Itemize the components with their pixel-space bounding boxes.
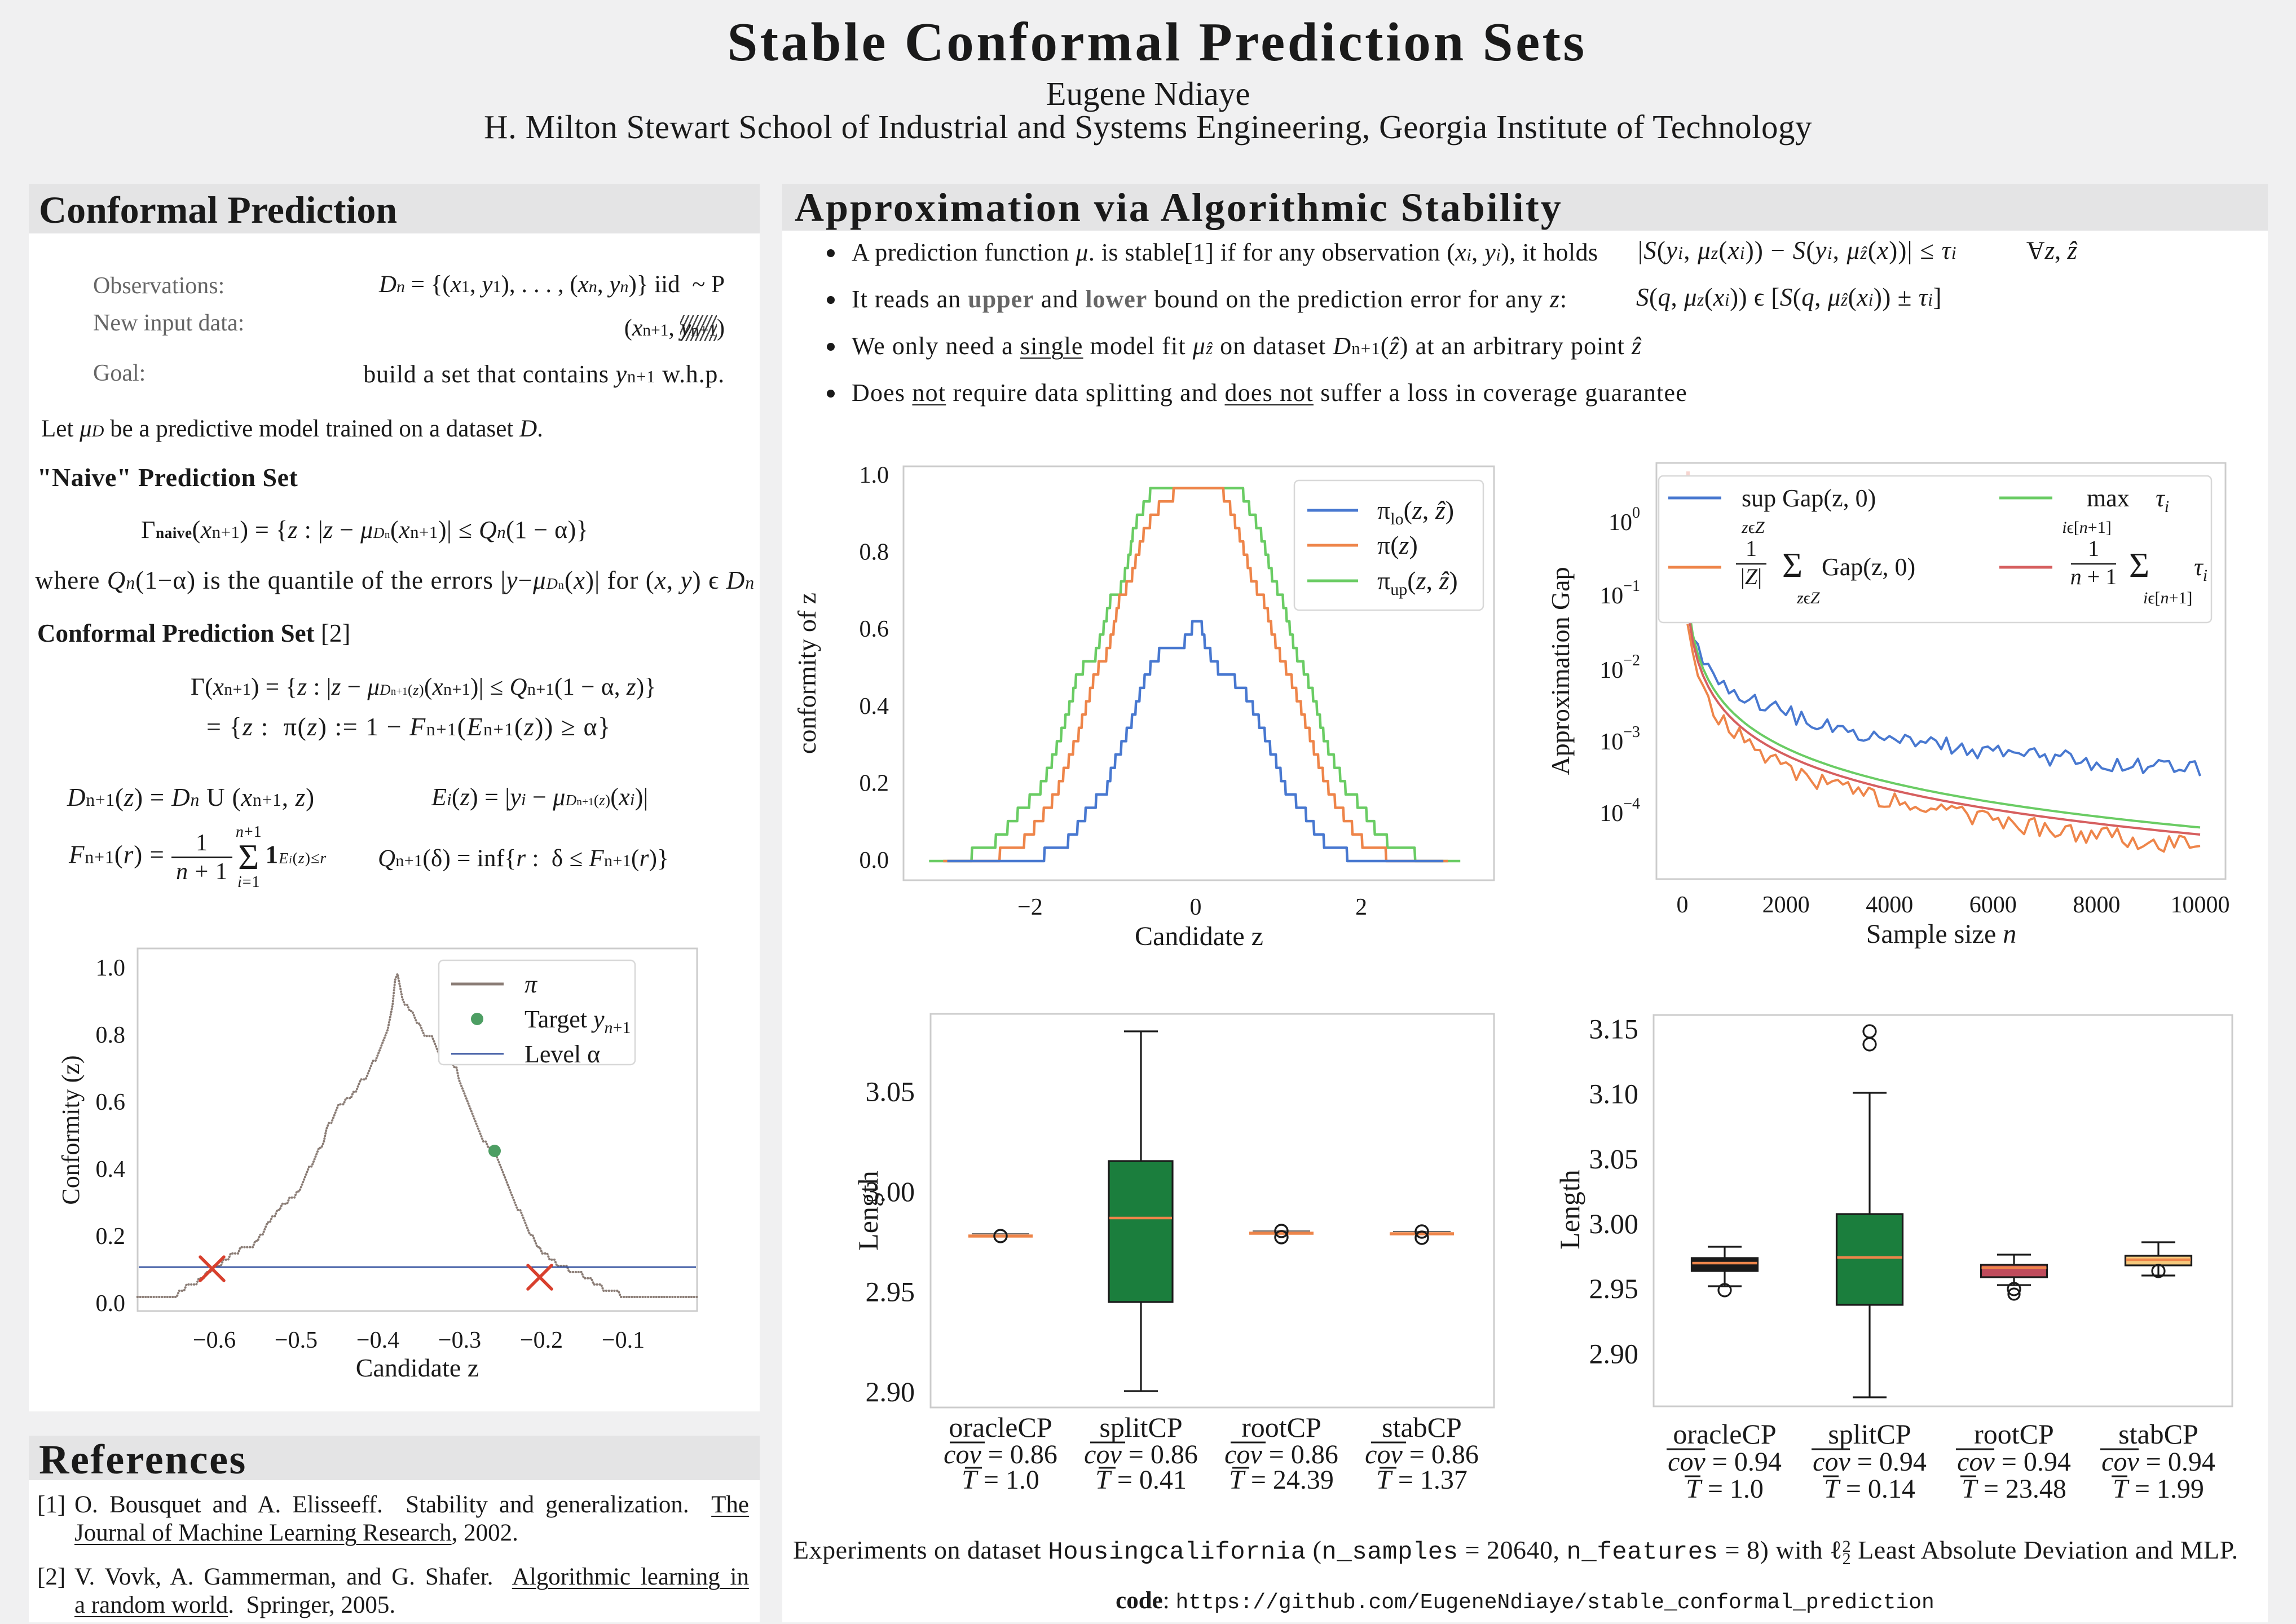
svg-text:conformity of z: conformity of z: [792, 593, 821, 754]
svg-text:1: 1: [1746, 536, 1757, 561]
svg-text:0.0: 0.0: [96, 1291, 126, 1317]
svg-text:4000: 4000: [1866, 892, 1913, 918]
svg-text:oracleCP: oracleCP: [1673, 1418, 1776, 1450]
svg-text:3.15: 3.15: [1589, 1013, 1639, 1044]
svg-text:2: 2: [1355, 894, 1367, 920]
svg-text:0.8: 0.8: [96, 1022, 126, 1048]
svg-text:0.6: 0.6: [96, 1089, 126, 1115]
svg-text:−0.1: −0.1: [602, 1327, 645, 1353]
svg-text:Conformity (z): Conformity (z): [57, 1055, 85, 1204]
svg-text:3.00: 3.00: [1589, 1208, 1639, 1239]
svg-text:zϵZ: zϵZ: [1741, 518, 1765, 537]
svg-text:100: 100: [1608, 504, 1640, 536]
svg-text:2.90: 2.90: [1589, 1338, 1639, 1369]
svg-text:−0.5: −0.5: [275, 1327, 318, 1353]
svg-text:0.8: 0.8: [860, 540, 889, 566]
svg-text:0.2: 0.2: [96, 1224, 126, 1250]
svg-text:0: 0: [1677, 892, 1689, 918]
svg-text:1.0: 1.0: [860, 462, 889, 488]
svg-text:Approximation Gap: Approximation Gap: [1546, 567, 1575, 775]
svg-text:2000: 2000: [1762, 892, 1810, 918]
svg-text:iϵ[n+1]: iϵ[n+1]: [2062, 518, 2111, 537]
svg-text:splitCP: splitCP: [1828, 1418, 1911, 1450]
svg-text:−0.4: −0.4: [356, 1327, 399, 1353]
svg-text:cov = 0.94: cov = 0.94: [2101, 1447, 2215, 1477]
svg-text:T = 0.14: T = 0.14: [1824, 1474, 1915, 1504]
svg-text:T = 1.0: T = 1.0: [962, 1465, 1039, 1495]
svg-text:0.4: 0.4: [860, 694, 889, 720]
svg-text:3.00: 3.00: [866, 1176, 915, 1207]
svg-text:T = 23.48: T = 23.48: [1962, 1474, 2066, 1504]
svg-text:cov = 0.94: cov = 0.94: [1668, 1447, 1782, 1477]
svg-text:1: 1: [2088, 536, 2099, 561]
svg-text:iϵ[n+1]: iϵ[n+1]: [2143, 589, 2192, 607]
svg-text:T = 24.39: T = 24.39: [1229, 1465, 1334, 1495]
svg-text:cov = 0.86: cov = 0.86: [944, 1440, 1057, 1469]
svg-text:|Z|: |Z|: [1740, 564, 1762, 589]
svg-text:Length: Length: [1554, 1170, 1585, 1250]
svg-text:Length: Length: [852, 1171, 884, 1251]
svg-text:cov = 0.94: cov = 0.94: [1813, 1447, 1927, 1477]
svg-text:Candidate z: Candidate z: [1135, 921, 1263, 951]
svg-text:Level α: Level α: [525, 1040, 600, 1068]
svg-text:0.4: 0.4: [96, 1157, 126, 1182]
svg-text:stabCP: stabCP: [2118, 1418, 2198, 1450]
svg-text:0.0: 0.0: [860, 848, 889, 873]
svg-text:10000: 10000: [2171, 892, 2230, 918]
svg-text:cov = 0.86: cov = 0.86: [1224, 1440, 1338, 1469]
svg-text:cov = 0.94: cov = 0.94: [1957, 1447, 2071, 1477]
svg-text:Σ: Σ: [2129, 546, 2149, 585]
svg-text:0.6: 0.6: [860, 616, 889, 642]
svg-text:π: π: [525, 970, 538, 998]
svg-text:1.0: 1.0: [96, 955, 126, 981]
svg-text:πup(z, ẑ): πup(z, ẑ): [1377, 566, 1458, 599]
svg-text:3.10: 3.10: [1589, 1078, 1639, 1110]
svg-text:zϵZ: zϵZ: [1796, 589, 1820, 607]
svg-text:10−1: 10−1: [1599, 577, 1640, 609]
svg-text:10−4: 10−4: [1599, 795, 1640, 827]
svg-text:π(z): π(z): [1377, 531, 1418, 559]
svg-text:cov = 0.86: cov = 0.86: [1365, 1440, 1479, 1469]
svg-text:Sample size n: Sample size n: [1866, 919, 2017, 949]
svg-text:0: 0: [1190, 894, 1202, 920]
svg-text:3.05: 3.05: [1589, 1143, 1639, 1175]
svg-text:10−2: 10−2: [1599, 652, 1640, 683]
svg-text:T = 1.0: T = 1.0: [1686, 1474, 1764, 1504]
svg-text:cov = 0.86: cov = 0.86: [1084, 1440, 1198, 1469]
svg-text:8000: 8000: [2073, 892, 2120, 918]
svg-text:2.90: 2.90: [866, 1376, 915, 1407]
svg-text:−0.3: −0.3: [438, 1327, 481, 1353]
svg-text:T = 1.37: T = 1.37: [1376, 1465, 1467, 1495]
svg-text:rootCP: rootCP: [1974, 1418, 2054, 1450]
svg-text:max: max: [2087, 484, 2130, 512]
svg-text:Gap(z, 0): Gap(z, 0): [1822, 553, 1915, 581]
svg-text:stabCP: stabCP: [1382, 1411, 1462, 1443]
svg-text:sup Gap(z, 0): sup Gap(z, 0): [1742, 484, 1876, 512]
svg-text:−0.2: −0.2: [520, 1327, 563, 1353]
svg-text:10−3: 10−3: [1599, 723, 1640, 755]
svg-text:0.2: 0.2: [860, 770, 889, 796]
svg-text:−2: −2: [1017, 894, 1043, 920]
svg-text:6000: 6000: [1969, 892, 2017, 918]
svg-text:n + 1: n + 1: [2070, 564, 2117, 589]
svg-text:T = 1.99: T = 1.99: [2113, 1474, 2204, 1504]
svg-text:2.95: 2.95: [866, 1276, 915, 1308]
svg-text:T = 0.41: T = 0.41: [1095, 1465, 1187, 1495]
svg-text:oracleCP: oracleCP: [949, 1411, 1052, 1443]
svg-text:splitCP: splitCP: [1099, 1411, 1182, 1443]
svg-text:Σ: Σ: [1782, 546, 1803, 585]
svg-text:πlo(z, ẑ): πlo(z, ẑ): [1377, 496, 1454, 528]
svg-text:3.05: 3.05: [866, 1076, 915, 1107]
svg-text:rootCP: rootCP: [1241, 1411, 1321, 1443]
svg-text:−0.6: −0.6: [193, 1327, 236, 1353]
svg-text:2.95: 2.95: [1589, 1273, 1639, 1304]
svg-text:Candidate z: Candidate z: [356, 1353, 479, 1382]
